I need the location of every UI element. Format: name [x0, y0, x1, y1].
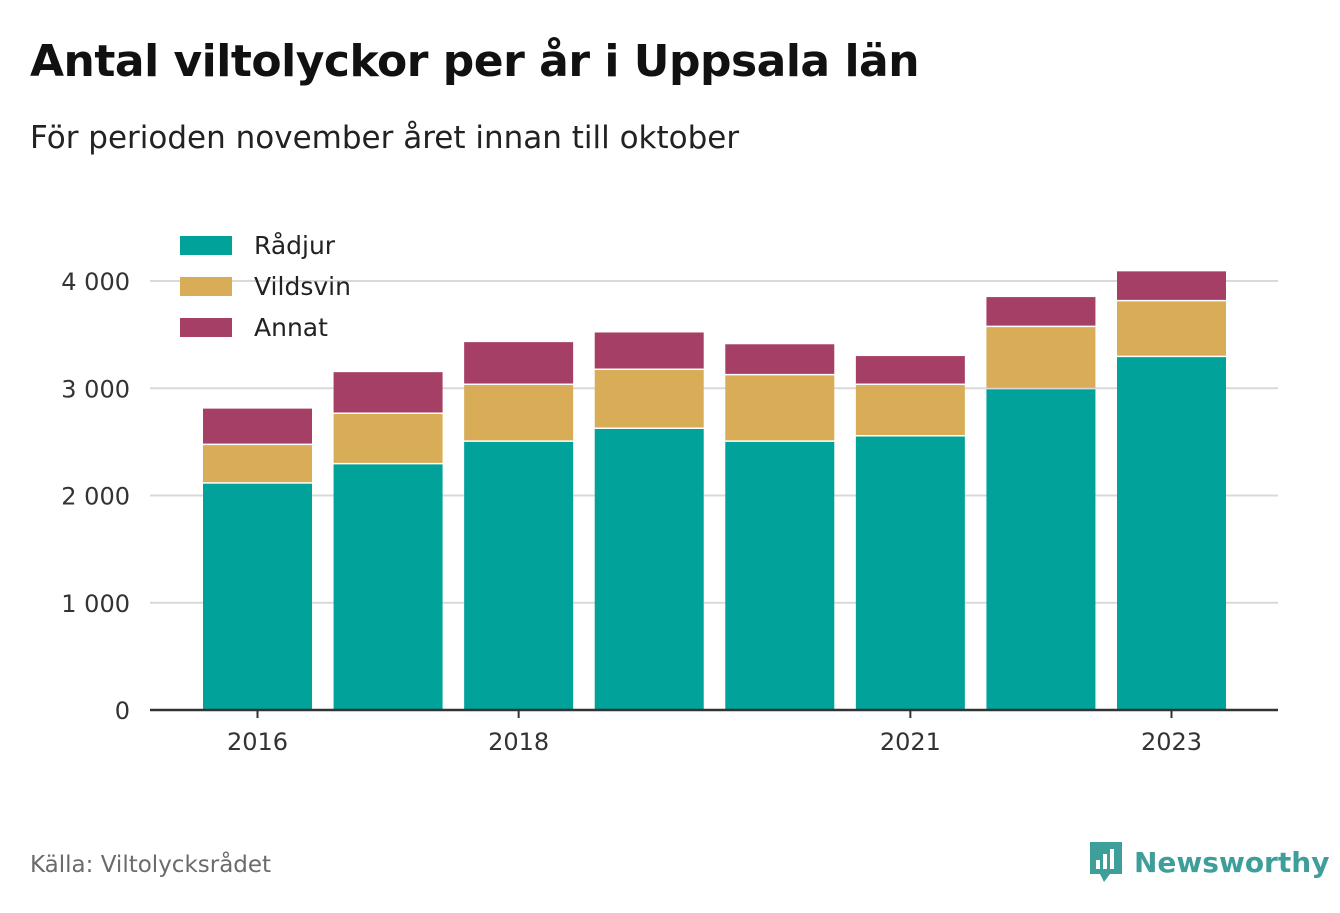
bar-segment-vildsvin: [333, 413, 443, 463]
bar-segment-vildsvin: [855, 385, 965, 436]
bar-segment-vildsvin: [203, 445, 312, 483]
brand-logo: Newsworthy: [1088, 840, 1329, 884]
x-tick-label: 2016: [227, 728, 288, 756]
bar-segment-rådjur: [333, 464, 443, 710]
bar-segment-annat: [855, 356, 965, 384]
bar-segment-annat: [464, 342, 574, 384]
bar-segment-annat: [333, 372, 443, 413]
chart-subtitle: För perioden november året innan till ok…: [30, 120, 740, 156]
bar-segment-annat: [986, 297, 1096, 326]
bar-segment-rådjur: [1117, 357, 1226, 710]
bar-segment-annat: [725, 344, 835, 374]
bar-segment-annat: [594, 332, 704, 369]
bar-segment-vildsvin: [725, 375, 835, 441]
legend-swatch: [180, 277, 232, 296]
bar-segment-rådjur: [464, 441, 574, 710]
newsworthy-logo-icon: [1090, 842, 1122, 882]
bar-segment-annat: [203, 408, 312, 444]
y-tick-label: 4 000: [61, 268, 130, 296]
bar-segment-rådjur: [203, 483, 312, 710]
y-tick-label: 2 000: [61, 483, 130, 511]
bar-segment-rådjur: [594, 429, 704, 710]
bar-segment-annat: [1117, 271, 1226, 300]
legend-swatch: [180, 318, 232, 337]
legend-label: Vildsvin: [254, 272, 351, 301]
chart-title: Antal viltolyckor per år i Uppsala län: [30, 36, 920, 87]
bar-segment-vildsvin: [1117, 301, 1226, 356]
bar-segment-vildsvin: [464, 385, 574, 441]
x-tick-label: 2021: [880, 728, 941, 756]
x-tick-label: 2023: [1141, 728, 1202, 756]
source-note: Källa: Viltolycksrådet: [30, 852, 272, 878]
x-tick-label: 2018: [488, 728, 549, 756]
bar-segment-rådjur: [986, 389, 1096, 710]
y-tick-label: 3 000: [61, 375, 130, 403]
brand-name: Newsworthy: [1134, 845, 1330, 879]
legend-swatch: [180, 236, 232, 255]
bar-segment-rådjur: [855, 436, 965, 710]
bar-segment-rådjur: [725, 441, 835, 710]
bar-segment-vildsvin: [986, 327, 1096, 388]
y-tick-label: 1 000: [61, 590, 130, 618]
legend-label: Annat: [254, 313, 328, 342]
bar-segment-vildsvin: [594, 370, 704, 428]
y-tick-label: 0: [115, 697, 130, 725]
legend-label: Rådjur: [254, 231, 336, 260]
